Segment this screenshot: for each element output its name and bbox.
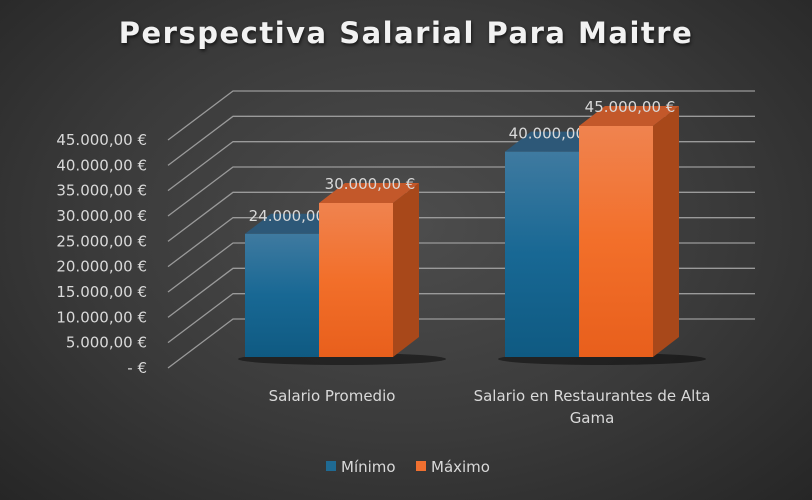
gridline — [167, 90, 755, 141]
y-tick-label: 20.000,00 € — [56, 258, 147, 276]
legend-label: Máximo — [431, 458, 490, 476]
chart-title: Perspectiva Salarial Para Maitre — [118, 16, 694, 50]
y-tick-label: 35.000,00 € — [56, 182, 147, 200]
bar-top — [579, 106, 679, 126]
y-tick-label: 45.000,00 € — [56, 131, 147, 149]
bar-side — [653, 106, 679, 357]
legend-swatch — [326, 461, 336, 471]
bar-top — [319, 183, 419, 203]
y-tick-label: 5.000,00 € — [66, 334, 147, 352]
y-tick-label: 15.000,00 € — [56, 283, 147, 301]
legend-label: Mínimo — [341, 458, 396, 476]
y-tick-label: 30.000,00 € — [56, 207, 147, 225]
x-tick-label: Salario en Restaurantes de Alta — [474, 387, 711, 405]
gridline — [167, 115, 755, 166]
y-tick-label: - € — [127, 359, 147, 377]
x-tick-label: Gama — [570, 409, 615, 427]
y-tick-label: 40.000,00 € — [56, 156, 147, 174]
data-label: 40.000,00 € — [509, 125, 600, 143]
y-tick-label: 25.000,00 € — [56, 232, 147, 250]
data-label: 30.000,00 € — [325, 175, 416, 193]
bar-Máximo — [579, 126, 653, 357]
bar-Máximo — [319, 203, 393, 357]
bar-side — [393, 183, 419, 357]
y-tick-label: 10.000,00 € — [56, 308, 147, 326]
legend-swatch — [416, 461, 426, 471]
data-label: 24.000,00 € — [249, 207, 340, 225]
x-tick-label: Salario Promedio — [269, 387, 396, 405]
bar-Mínimo — [505, 151, 579, 357]
data-label: 45.000,00 € — [585, 98, 676, 116]
bar-Mínimo — [245, 233, 319, 357]
